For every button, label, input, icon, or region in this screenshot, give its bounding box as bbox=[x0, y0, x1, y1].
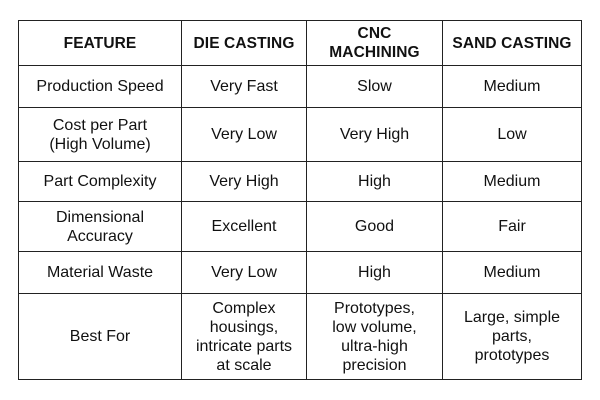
die-casting-cell: Very Fast bbox=[181, 65, 307, 108]
header-feature: FEATURE bbox=[18, 20, 182, 66]
cnc-machining-cell: Prototypes, low volume, ultra-high precisio… bbox=[306, 293, 443, 380]
sand-casting-cell: Low bbox=[442, 107, 582, 162]
table-row: Production Speed Very Fast Slow Medium bbox=[18, 65, 582, 108]
feature-cell: Best For bbox=[18, 293, 182, 380]
sand-casting-cell: Large, simple parts, prototypes bbox=[442, 293, 582, 380]
die-casting-cell: Very High bbox=[181, 161, 307, 202]
feature-cell: Part Complexity bbox=[18, 161, 182, 202]
cnc-machining-cell: Slow bbox=[306, 65, 443, 108]
cnc-machining-cell: High bbox=[306, 161, 443, 202]
sand-casting-cell: Fair bbox=[442, 201, 582, 252]
table-row: Best For Complex housings, intricate parts… bbox=[18, 293, 582, 380]
cnc-machining-cell: High bbox=[306, 251, 443, 294]
table-row: Cost per Part (High Volume) Very Low Very… bbox=[18, 107, 582, 162]
header-cnc-machining: CNC MACHINING bbox=[306, 20, 443, 66]
feature-cell: Dimensional Accuracy bbox=[18, 201, 182, 252]
table-row: Dimensional Accuracy Excellent Good Fair bbox=[18, 201, 582, 252]
header-sand-casting: SAND CASTING bbox=[442, 20, 582, 66]
sand-casting-cell: Medium bbox=[442, 251, 582, 294]
sand-casting-cell: Medium bbox=[442, 65, 582, 108]
die-casting-cell: Complex housings, intricate parts at scale bbox=[181, 293, 307, 380]
die-casting-cell: Excellent bbox=[181, 201, 307, 252]
die-casting-cell: Very Low bbox=[181, 251, 307, 294]
cnc-machining-cell: Very High bbox=[306, 107, 443, 162]
cnc-machining-cell: Good bbox=[306, 201, 443, 252]
feature-cell: Cost per Part (High Volume) bbox=[18, 107, 182, 162]
feature-cell: Production Speed bbox=[18, 65, 182, 108]
comparison-table: FEATURE DIE CASTING CNC MACHINING SAND C… bbox=[18, 20, 582, 380]
table-header-row: FEATURE DIE CASTING CNC MACHINING SAND C… bbox=[18, 20, 582, 66]
table-row: Material Waste Very Low High Medium bbox=[18, 251, 582, 294]
table-row: Part Complexity Very High High Medium bbox=[18, 161, 582, 202]
feature-cell: Material Waste bbox=[18, 251, 182, 294]
sand-casting-cell: Medium bbox=[442, 161, 582, 202]
die-casting-cell: Very Low bbox=[181, 107, 307, 162]
header-die-casting: DIE CASTING bbox=[181, 20, 307, 66]
